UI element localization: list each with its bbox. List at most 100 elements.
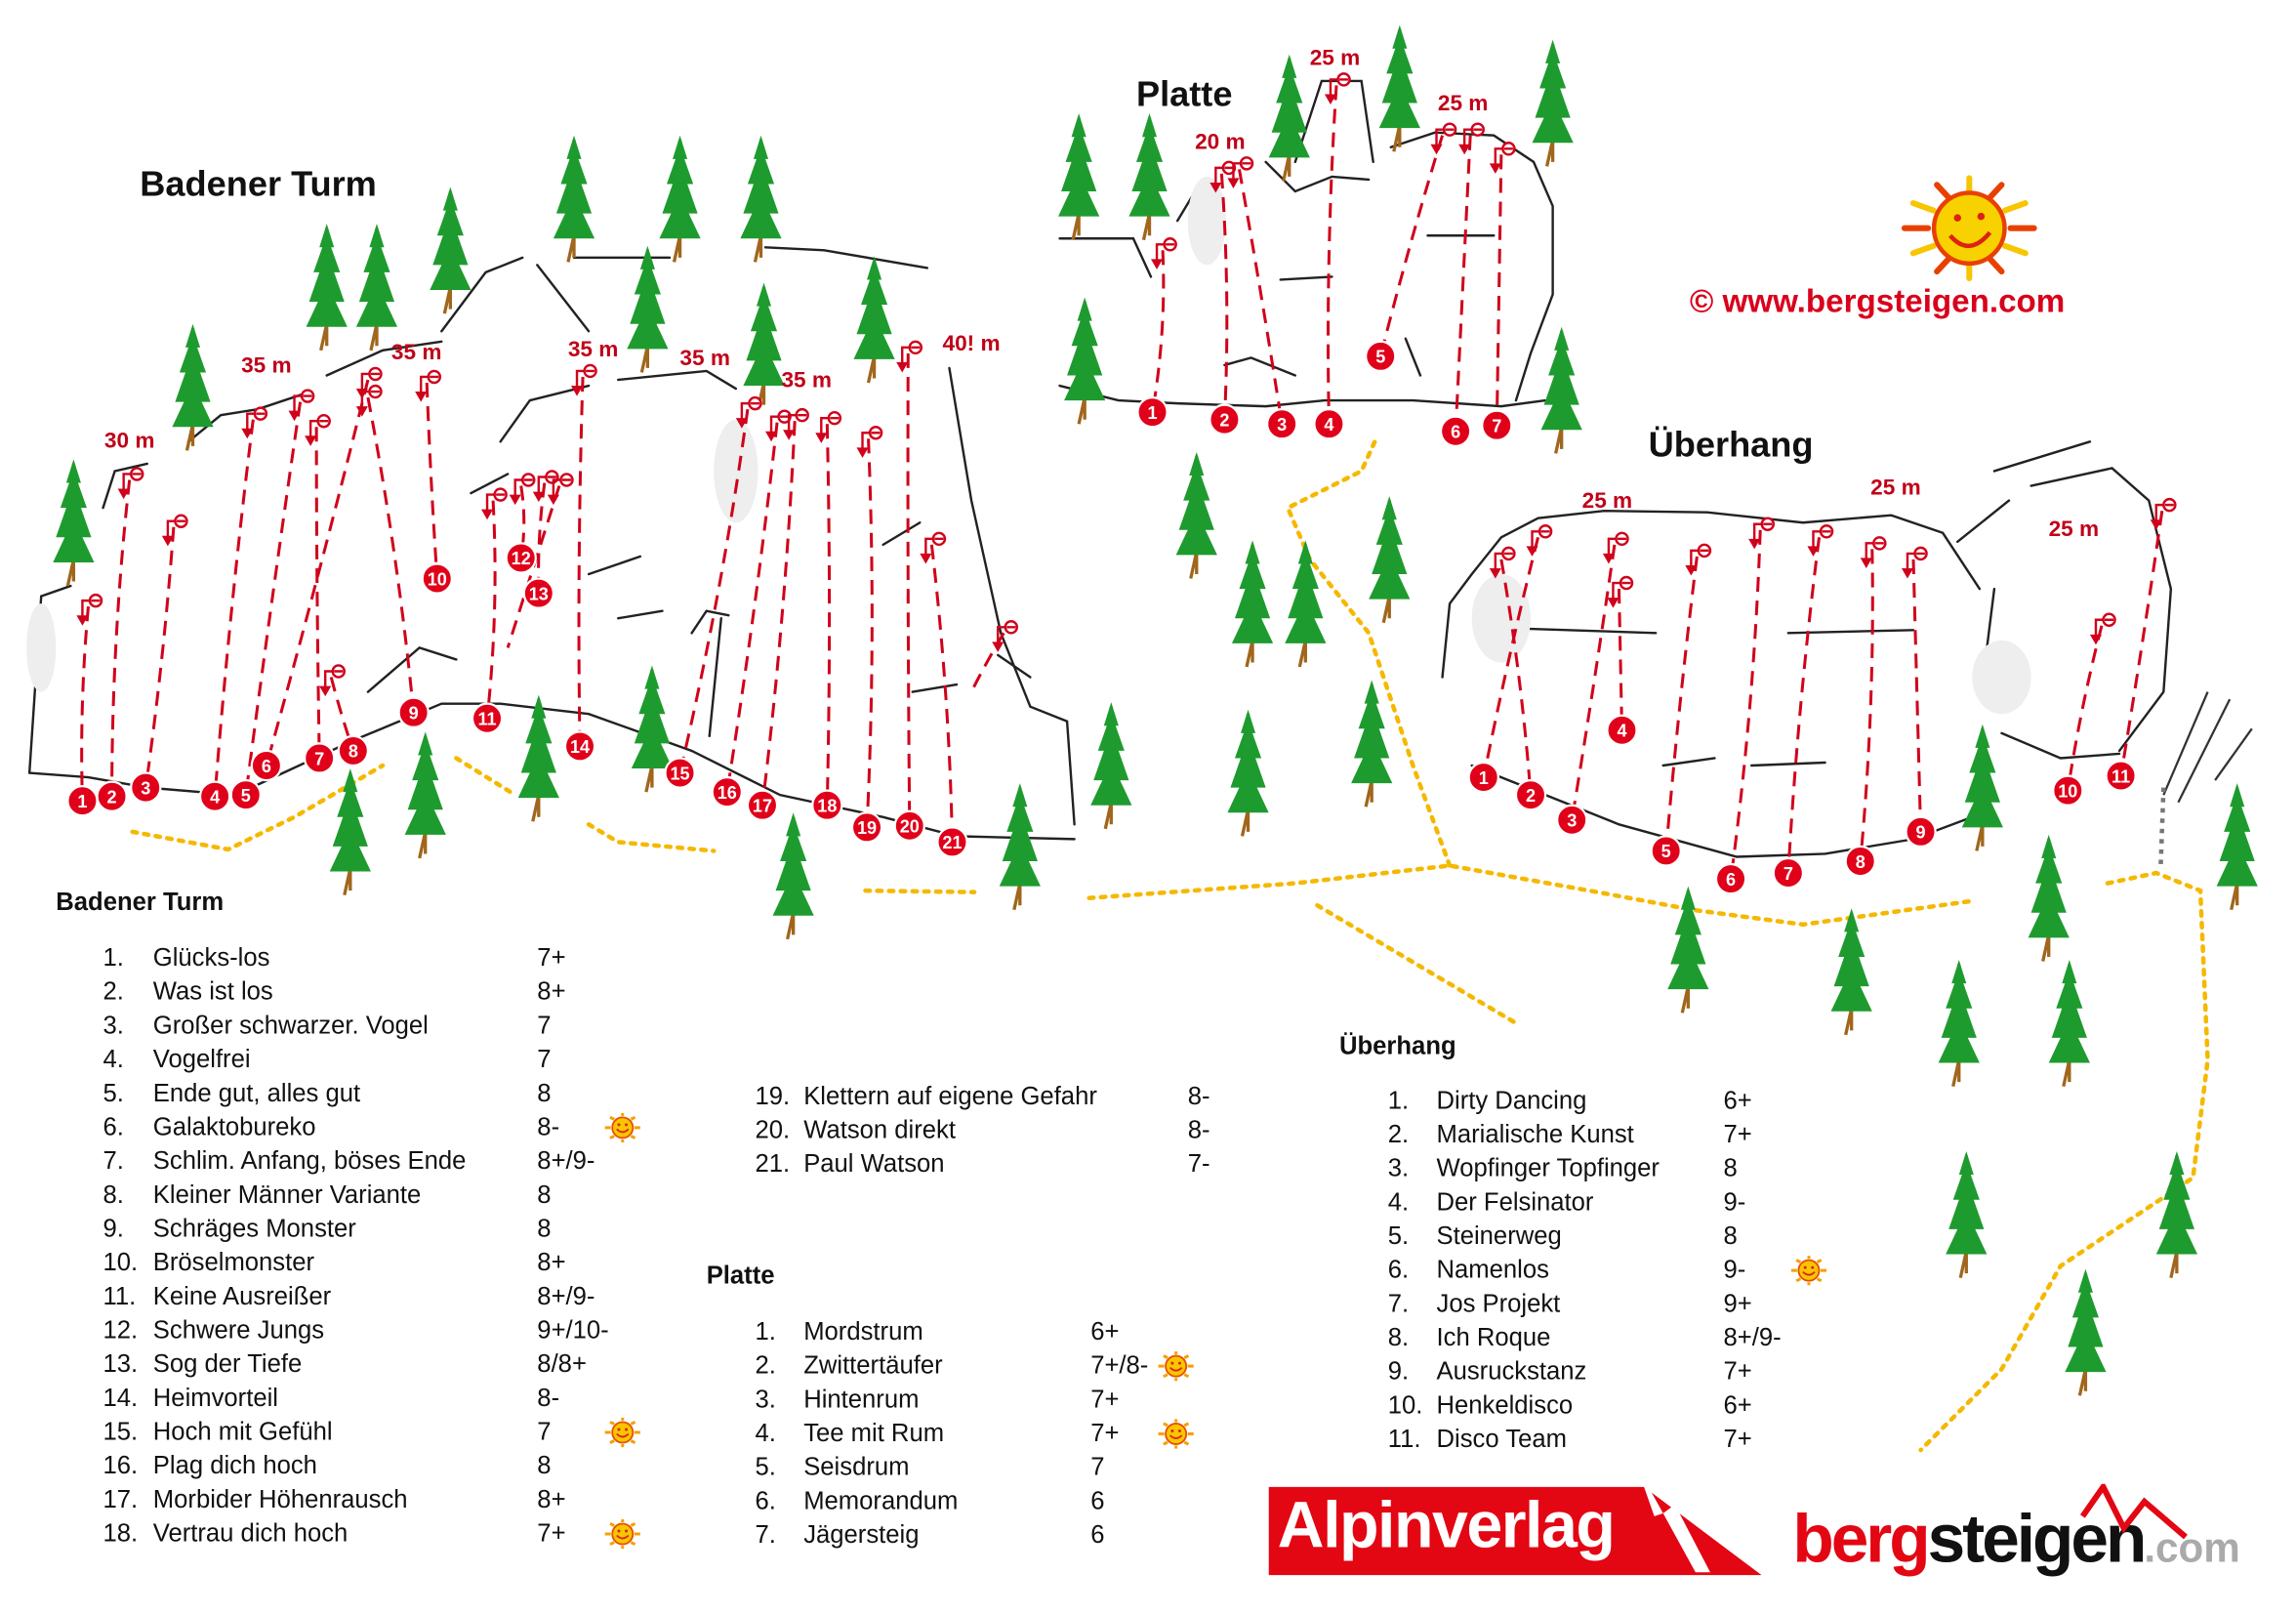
tree-icon xyxy=(1285,540,1327,668)
route-name: Kleiner Männer Variante xyxy=(152,1180,422,1209)
route-marker-number: 2 xyxy=(1526,786,1536,806)
rock-edge xyxy=(1661,757,1716,767)
route-marker-number: 11 xyxy=(477,710,496,729)
route-marker[interactable]: 1 xyxy=(1136,395,1168,429)
route-marker[interactable]: 2 xyxy=(1514,778,1547,811)
route-marker[interactable]: 2 xyxy=(96,780,128,812)
route-marker[interactable]: 10 xyxy=(421,562,453,595)
route-number: 10. xyxy=(1387,1390,1423,1420)
route-marker[interactable]: 3 xyxy=(1556,804,1588,836)
route-grade: 7+ xyxy=(537,1518,566,1548)
route-marker[interactable]: 1 xyxy=(1467,761,1499,794)
route-marker[interactable]: 6 xyxy=(1439,415,1472,447)
route-marker[interactable]: 2 xyxy=(1209,403,1241,435)
route-marker[interactable]: 3 xyxy=(130,771,162,804)
route-number: 6. xyxy=(1387,1256,1410,1284)
route-marker[interactable]: 13 xyxy=(522,577,555,609)
route-grade: 8- xyxy=(537,1384,560,1412)
route-height-label: 25 m xyxy=(1870,476,1921,500)
approach-path xyxy=(1285,436,1453,868)
rock-edge xyxy=(27,584,72,774)
route-marker[interactable]: 10 xyxy=(2052,774,2084,807)
rock-edge xyxy=(1279,275,1333,281)
route-marker[interactable]: 4 xyxy=(1313,408,1345,440)
route-marker[interactable]: 19 xyxy=(850,811,883,844)
route-marker[interactable]: 4 xyxy=(198,780,231,812)
route-marker[interactable]: 18 xyxy=(811,789,843,821)
route-lines xyxy=(76,72,2177,880)
route-marker-number: 4 xyxy=(1617,722,1626,741)
route-marker[interactable]: 5 xyxy=(1650,835,1682,867)
tree-icon xyxy=(627,245,669,373)
tree-icon xyxy=(2065,1268,2107,1396)
route-number: 10. xyxy=(102,1248,139,1277)
bergsteigen-logo[interactable]: bergsteigen.com xyxy=(1792,1483,2240,1578)
belay-anchor-icon xyxy=(783,407,809,440)
route-marker[interactable]: 6 xyxy=(1714,862,1747,895)
route-marker-number: 15 xyxy=(671,764,690,783)
route-line xyxy=(1219,173,1229,420)
tree-icon xyxy=(1667,886,1709,1014)
route-marker[interactable]: 20 xyxy=(893,809,925,843)
route-number: 8. xyxy=(1387,1323,1410,1352)
route-name: Jägersteig xyxy=(803,1520,920,1550)
rock-edge xyxy=(948,366,1076,826)
route-number: 14. xyxy=(102,1384,139,1412)
route-grade: 8+/9- xyxy=(537,1282,595,1310)
route-grade: 6 xyxy=(1090,1520,1105,1550)
route-number: 15. xyxy=(102,1417,139,1446)
route-name: Memorandum xyxy=(803,1486,959,1515)
route-marker[interactable]: 15 xyxy=(664,757,696,789)
route-name: Vertrau dich hoch xyxy=(152,1518,348,1548)
route-marker[interactable]: 9 xyxy=(397,696,430,728)
route-number: 19. xyxy=(755,1082,791,1110)
belay-anchor-icon xyxy=(2089,612,2116,645)
route-name: Was ist los xyxy=(152,977,273,1006)
route-marker[interactable]: 9 xyxy=(1905,815,1937,849)
route-marker[interactable]: 12 xyxy=(505,542,537,574)
route-marker[interactable]: 4 xyxy=(1606,714,1638,747)
route-name: Hoch mit Gefühl xyxy=(152,1417,333,1446)
belay-anchor-icon xyxy=(481,487,508,520)
route-line xyxy=(1729,529,1762,880)
rock-edge xyxy=(1470,764,1974,858)
route-marker[interactable]: 21 xyxy=(936,826,968,858)
route-marker-number: 7 xyxy=(1492,417,1501,436)
copyright-link[interactable]: © www.bergsteigen.com xyxy=(1689,282,2066,320)
route-marker[interactable]: 3 xyxy=(1265,408,1298,440)
route-marker[interactable]: 8 xyxy=(1844,845,1876,878)
route-marker[interactable]: 7 xyxy=(303,742,336,774)
rock-edge xyxy=(102,462,148,510)
rock-edge xyxy=(499,384,591,443)
tree-icon xyxy=(1369,496,1411,624)
alpinverlag-logo[interactable]: Alpinverlag xyxy=(1268,1486,1762,1576)
route-height-label: 40! m xyxy=(943,331,1001,355)
route-marker-number: 6 xyxy=(262,757,271,776)
route-line xyxy=(265,379,370,766)
route-marker[interactable]: 16 xyxy=(711,775,744,808)
route-marker[interactable]: 11 xyxy=(471,702,504,734)
belay-anchor-icon xyxy=(815,410,842,443)
route-marker[interactable]: 6 xyxy=(250,749,283,782)
rock-edge xyxy=(708,617,722,738)
route-marker[interactable]: 11 xyxy=(2105,760,2137,792)
route-marker[interactable]: 17 xyxy=(746,789,779,821)
route-marker[interactable]: 5 xyxy=(229,778,262,811)
route-number: 2. xyxy=(1387,1120,1410,1149)
rock-edge xyxy=(1749,761,1826,767)
route-grade: 7 xyxy=(537,1045,552,1074)
descent-ladder xyxy=(2162,691,2253,804)
route-marker[interactable]: 1 xyxy=(66,784,99,817)
route-name: Watson direkt xyxy=(803,1115,956,1144)
route-number: 12. xyxy=(102,1315,139,1345)
route-name: Morbider Höhenrausch xyxy=(152,1485,408,1513)
belay-anchor-icon xyxy=(1607,575,1634,608)
route-marker-number: 5 xyxy=(1375,348,1385,367)
route-marker[interactable]: 7 xyxy=(1772,856,1805,890)
route-marker[interactable]: 7 xyxy=(1481,409,1513,441)
route-marker[interactable]: 8 xyxy=(337,734,370,767)
route-marker[interactable]: 5 xyxy=(1365,340,1397,373)
tree-icon xyxy=(1532,39,1574,167)
route-line xyxy=(865,438,874,828)
route-marker[interactable]: 14 xyxy=(563,730,596,763)
